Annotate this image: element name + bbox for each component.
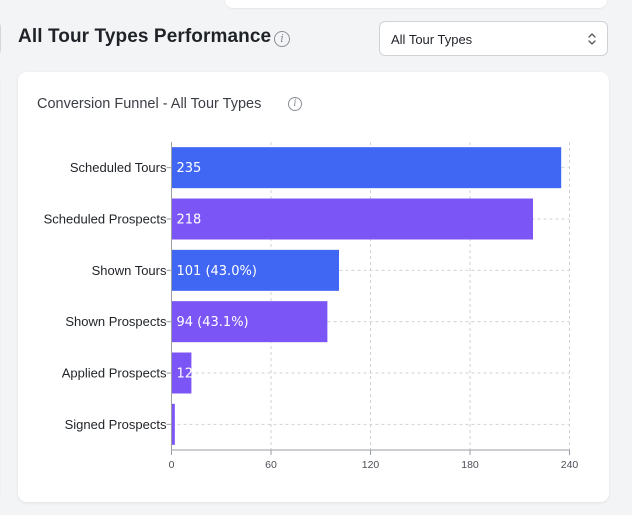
funnel-bar[interactable] (171, 249, 339, 291)
left-control-edge (0, 21, 1, 56)
card-title: Conversion Funnel - All Tour Types (37, 96, 262, 112)
info-icon[interactable]: i (288, 97, 302, 111)
bar-data-label: 12 (177, 367, 194, 382)
funnel-bar[interactable] (171, 403, 175, 445)
y-tick-label: Scheduled Prospects (44, 212, 167, 227)
x-tick-label: 60 (265, 459, 277, 471)
tour-type-select[interactable]: All Tour Types (379, 21, 608, 56)
bar-data-label: 94 (43.1%) (177, 315, 249, 330)
funnel-bar[interactable] (171, 301, 328, 343)
x-tick-label: 180 (461, 459, 479, 471)
funnel-bar[interactable] (171, 147, 562, 189)
bar-data-label: 218 (177, 213, 202, 228)
y-tick-label: Applied Prospects (62, 366, 167, 381)
x-tick-label: 240 (561, 459, 579, 471)
tour-type-select-value: All Tour Types (391, 32, 473, 47)
x-tick-label: 0 (169, 459, 175, 471)
y-tick-label: Shown Prospects (65, 314, 167, 329)
y-tick-label: Scheduled Tours (70, 160, 167, 175)
y-tick-label: Signed Prospects (65, 417, 167, 432)
top-card-edge (225, 0, 607, 8)
bar-data-label: 101 (43.0%) (177, 264, 257, 279)
x-tick-label: 120 (362, 459, 380, 471)
y-tick-label: Shown Tours (92, 263, 167, 278)
chevron-updown-icon (588, 33, 596, 45)
info-icon[interactable]: i (274, 31, 290, 47)
conversion-funnel-card: Conversion Funnel - All Tour Types i Sch… (18, 72, 609, 502)
funnel-bar[interactable] (171, 352, 192, 394)
bar-data-label: 235 (177, 161, 202, 176)
funnel-chart: Scheduled Tours Scheduled Prospects Shown … (44, 142, 579, 471)
page-title: All Tour Types Performance (18, 26, 272, 47)
funnel-bar[interactable] (171, 198, 534, 240)
